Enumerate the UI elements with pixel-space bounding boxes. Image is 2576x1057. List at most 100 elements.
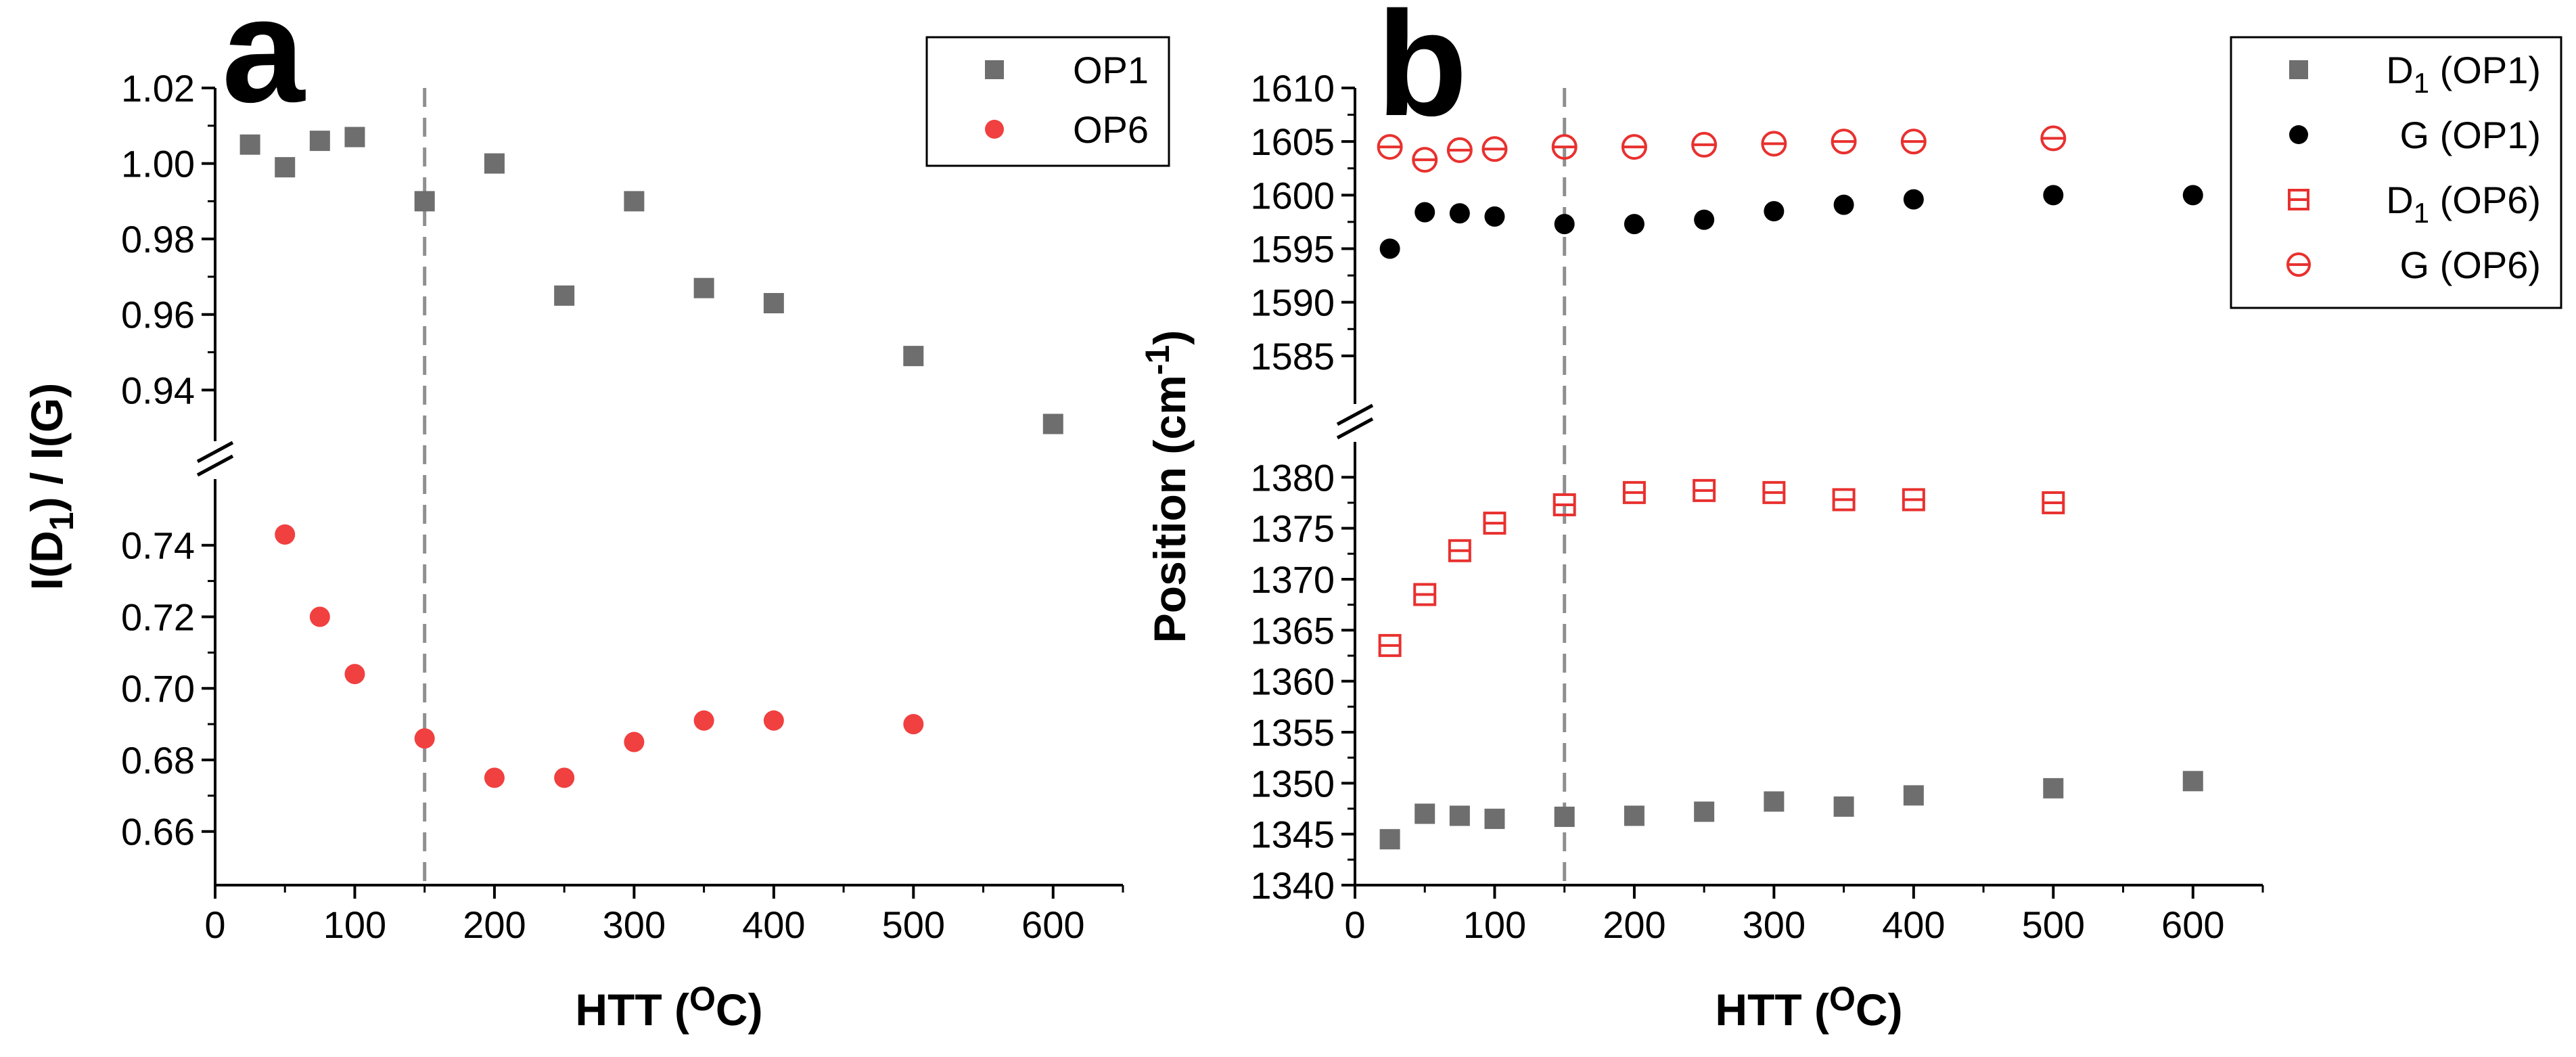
x-axis-title-sup: O <box>689 980 716 1018</box>
legend-label: G (OP6) <box>2400 244 2541 286</box>
data-point <box>1446 137 1473 163</box>
y-tick-label-upper: 1590 <box>1250 282 1335 324</box>
y-tick-label-upper: 0.96 <box>121 294 195 336</box>
legend-marker <box>2288 189 2309 210</box>
data-point <box>554 285 575 306</box>
legend-marker <box>2286 252 2311 277</box>
y-tick-label-lower: 0.74 <box>121 524 195 567</box>
y-tick-label-upper: 0.94 <box>121 369 195 411</box>
legend-label-tail: (OP6) <box>2429 179 2541 221</box>
y-tick-label-upper: 1595 <box>1250 228 1335 271</box>
x-tick-label: 600 <box>2161 903 2224 946</box>
legend-marker <box>985 120 1004 139</box>
legend-label-name: D <box>2386 179 2413 221</box>
data-point <box>1764 201 1785 222</box>
y-tick-label-upper: 1585 <box>1250 335 1335 378</box>
data-point <box>763 293 784 313</box>
data-point <box>1551 134 1578 160</box>
data-point <box>1693 478 1716 502</box>
y-tick-label-lower: 1370 <box>1250 558 1335 601</box>
legend-label-sub: 1 <box>2414 197 2429 229</box>
y-tick-label-lower: 1380 <box>1250 456 1335 499</box>
x-tick-label: 500 <box>882 903 945 946</box>
data-point <box>1903 785 1924 806</box>
data-point <box>1448 539 1471 562</box>
data-point <box>693 710 714 731</box>
data-point <box>1379 829 1400 850</box>
legend-label-tail: (OP6) <box>2429 244 2541 286</box>
y-tick-label-lower: 0.70 <box>121 667 195 710</box>
series-1 <box>1379 185 2203 259</box>
y-tick-label-lower: 1365 <box>1250 609 1335 652</box>
data-point <box>1900 129 1927 155</box>
data-point <box>1481 136 1508 162</box>
legend-label: OP6 <box>1073 108 1149 151</box>
data-point <box>484 153 505 174</box>
legend-marker <box>985 60 1004 79</box>
legend-label-sub: 1 <box>2414 67 2429 99</box>
data-point <box>1624 214 1644 235</box>
y-axis-title: Position (cm-1) <box>1138 330 1195 644</box>
axis-break-mark <box>196 454 234 477</box>
y-tick-label-upper: 1605 <box>1250 120 1335 163</box>
legend-label-name: D <box>2386 49 2413 91</box>
legend-box <box>925 36 1170 167</box>
x-tick-label: 100 <box>323 903 386 946</box>
y-axis-title: I(D1) / I(G) <box>22 383 80 590</box>
data-point <box>1554 807 1575 828</box>
legend-label: G (OP1) <box>2400 114 2541 156</box>
data-point <box>309 131 330 152</box>
y-tick-label-upper: 0.98 <box>121 218 195 261</box>
data-point <box>2043 778 2064 799</box>
data-point <box>1624 805 1644 826</box>
data-point <box>344 127 365 148</box>
data-point <box>1833 796 1854 817</box>
data-point <box>903 346 924 367</box>
y-tick-label-lower: 1350 <box>1250 762 1335 805</box>
data-point <box>1413 583 1437 606</box>
data-point <box>414 191 435 212</box>
x-axis-title-sup: O <box>1829 980 1856 1018</box>
data-point <box>414 728 435 749</box>
data-point <box>1691 131 1718 158</box>
data-point <box>309 606 330 627</box>
legend-marker <box>2289 60 2308 79</box>
x-tick-label: 300 <box>1743 903 1806 946</box>
y-tick-label-lower: 1355 <box>1250 711 1335 754</box>
x-tick-label: 0 <box>1344 903 1365 946</box>
legend-label: D1 (OP1) <box>2386 49 2541 99</box>
data-point <box>1903 189 1924 210</box>
legend-label-name: OP6 <box>1073 108 1149 151</box>
panel-b: 0 100 200 300 400 500 600 1585 1590 1595 1600 1605 1… <box>1138 0 2562 1035</box>
panel-a: 0 100 200 300 400 500 600 0.94 0.96 0.98 1.00 1.02 0… <box>22 0 1170 1035</box>
data-point <box>1554 214 1575 235</box>
data-point <box>2042 491 2065 514</box>
data-point <box>554 767 575 788</box>
axis-break-mark <box>196 441 234 464</box>
x-axis-title: HTT (OC) <box>575 980 762 1035</box>
x-axis-title-tail: C) <box>716 985 763 1035</box>
data-point <box>1414 803 1435 824</box>
data-point <box>903 714 924 735</box>
series-0 <box>239 127 1063 434</box>
data-point <box>763 710 784 731</box>
data-point <box>1552 493 1576 516</box>
legend-label: OP1 <box>1073 49 1149 91</box>
data-point <box>239 134 260 155</box>
data-point <box>2040 125 2067 152</box>
x-tick-label: 400 <box>1882 903 1945 946</box>
legend-box <box>2230 36 2562 309</box>
legend-label-name: G <box>2400 114 2430 156</box>
y-tick-label-upper: 1600 <box>1250 174 1335 217</box>
data-point <box>1377 134 1403 160</box>
data-point <box>1762 480 1786 504</box>
y-tick-label-lower: 0.72 <box>121 595 195 638</box>
data-point <box>1833 194 1854 215</box>
y-tick-label-lower: 1345 <box>1250 813 1335 856</box>
x-tick-label: 300 <box>603 903 666 946</box>
legend-label-name: G <box>2400 244 2430 286</box>
series-3 <box>1377 125 2067 173</box>
x-tick-label: 0 <box>204 903 225 946</box>
data-point <box>1412 147 1438 173</box>
